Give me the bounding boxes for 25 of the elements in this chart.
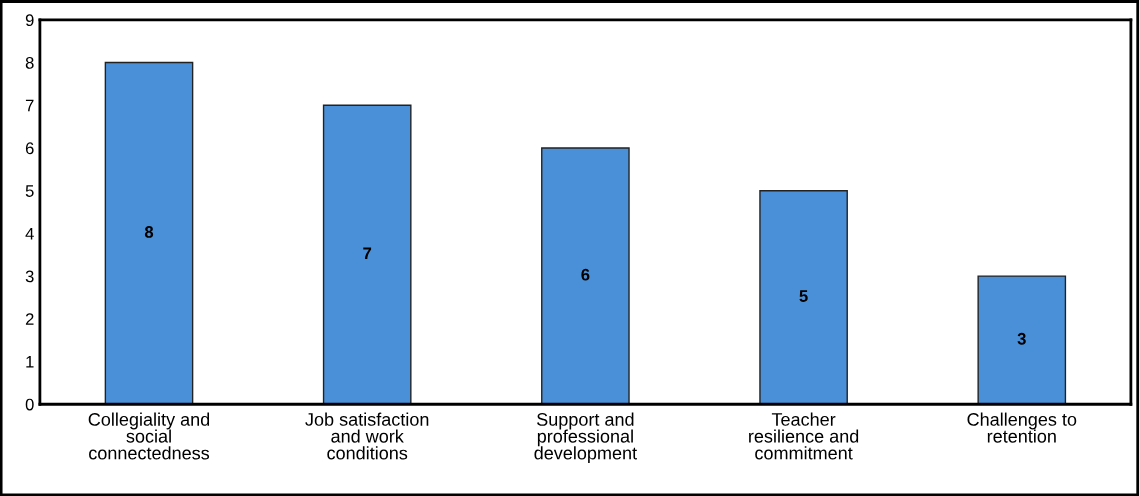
x-tick-label: Teacher resilience and commitment xyxy=(749,412,859,460)
x-tick-label: Support and professional development xyxy=(534,412,637,464)
data-label: 6 xyxy=(581,268,590,281)
y-tick-label: 6 xyxy=(25,142,34,155)
bar xyxy=(541,147,630,405)
bar xyxy=(759,189,848,405)
x-tick-label: Job satisfaction and work conditions xyxy=(305,412,429,460)
y-tick-label: 0 xyxy=(25,398,34,411)
data-label: 5 xyxy=(799,290,808,302)
data-label: 7 xyxy=(363,247,372,260)
data-label: 8 xyxy=(144,226,154,238)
x-tick-label: Challenges to retention xyxy=(967,412,1077,443)
data-label: 3 xyxy=(1017,332,1026,345)
y-tick-label: 9 xyxy=(25,14,34,27)
bar xyxy=(104,61,194,405)
y-tick-label: 2 xyxy=(25,313,34,325)
y-tick-label: 7 xyxy=(25,99,34,112)
y-tick-label: 1 xyxy=(26,356,34,368)
bar xyxy=(977,275,1067,405)
x-tick-label: Collegiality and social connectedness xyxy=(88,412,210,460)
bar xyxy=(322,104,412,405)
y-tick-label: 5 xyxy=(25,185,34,197)
y-tick-label: 3 xyxy=(25,270,34,283)
y-tick-label: 8 xyxy=(25,56,34,69)
y-tick-label: 4 xyxy=(25,227,34,240)
